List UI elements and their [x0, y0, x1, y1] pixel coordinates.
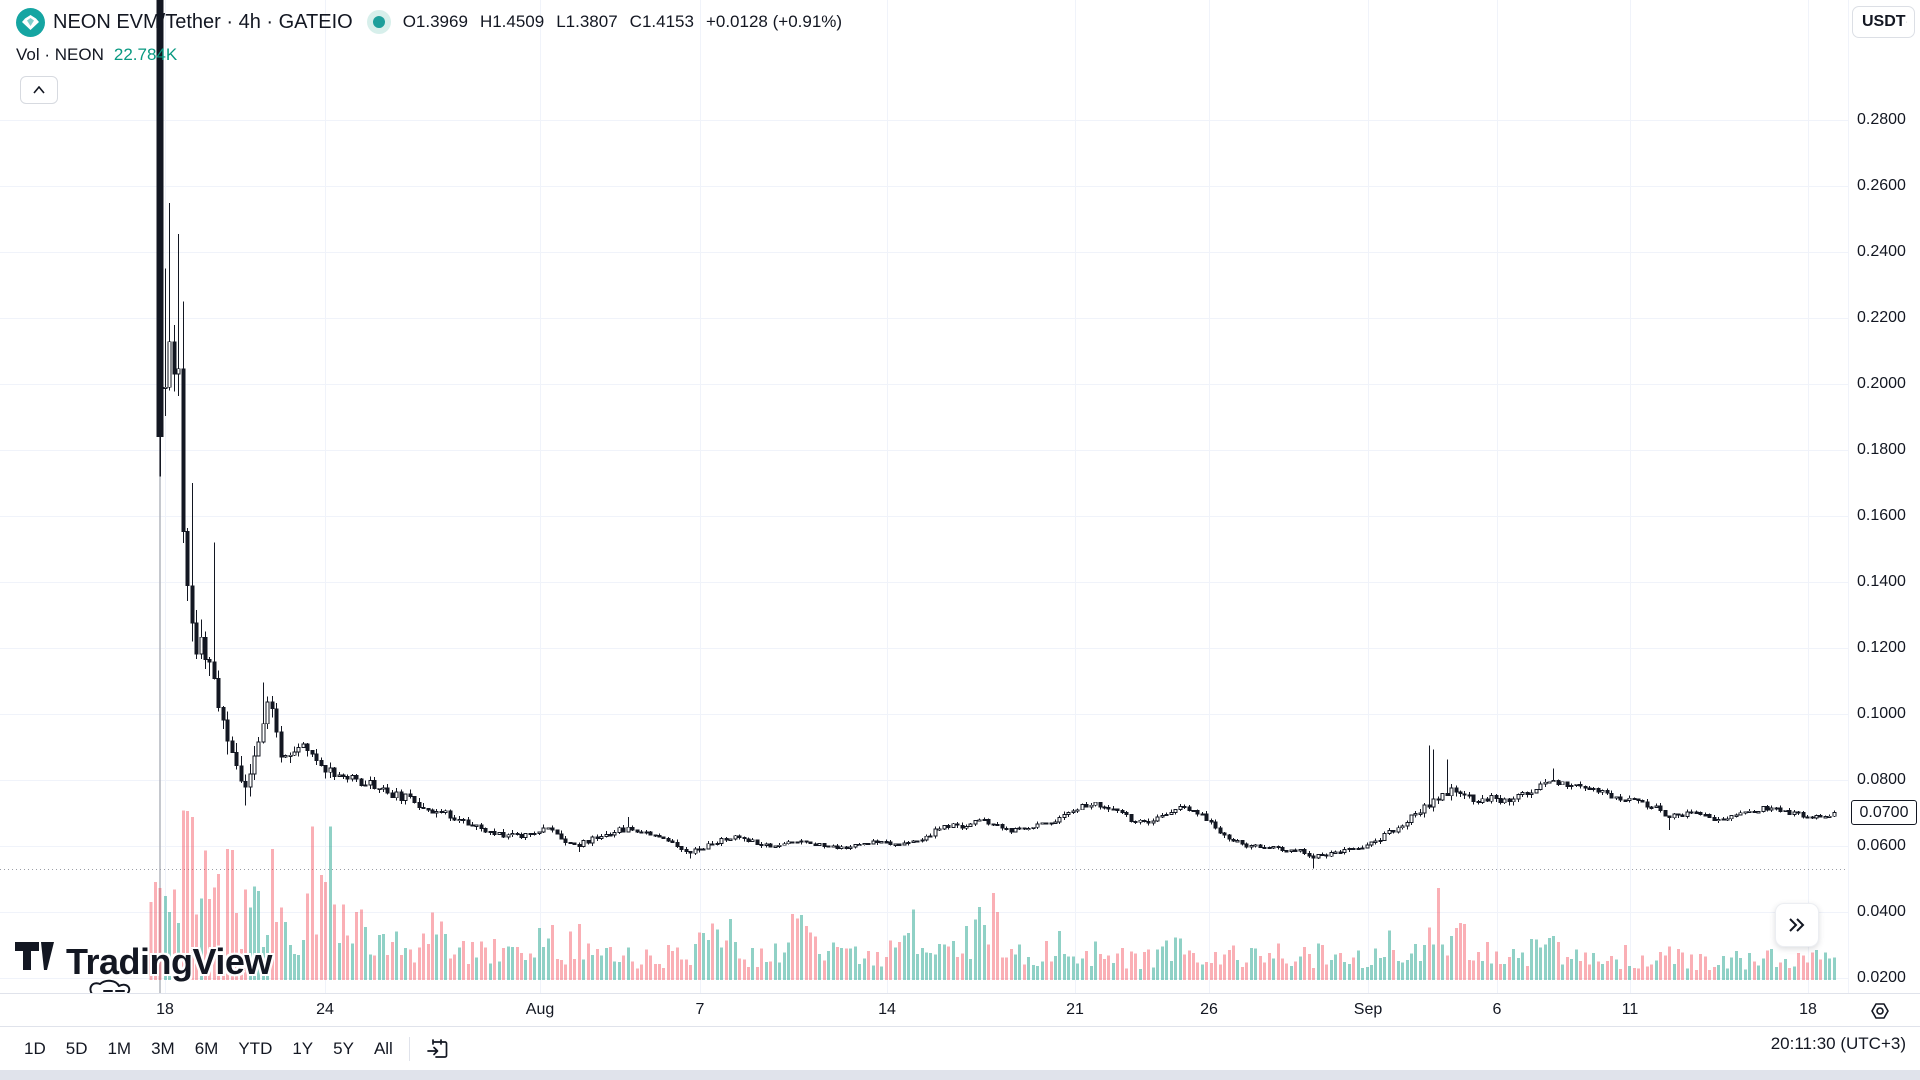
chart-legend: NEON EVM/Tether · 4h · GATEIO O1.3969 H1…: [16, 7, 842, 37]
bottom-toolbar: 1D 5D 1M 3M 6M YTD 1Y 5Y All: [0, 1026, 1920, 1071]
time-tick-label: 21: [1066, 1001, 1084, 1018]
price-tick-label: 0.2000: [1857, 375, 1906, 392]
range-button-5y[interactable]: 5Y: [333, 1039, 354, 1058]
time-tick-label: 24: [316, 1001, 334, 1018]
time-axis[interactable]: 18 24 Aug 7 14 21 26 Sep 6 11 18: [0, 993, 1920, 1027]
ohlc-high: H1.4509: [479, 12, 545, 31]
price-tick-label: 0.1000: [1857, 705, 1906, 722]
range-button-1y[interactable]: 1Y: [292, 1039, 314, 1058]
time-tick-label: Sep: [1353, 1001, 1383, 1018]
ohlc-open: O1.3969: [402, 12, 468, 31]
volume-legend: Vol · NEON 22.784K: [16, 44, 177, 66]
range-button-all[interactable]: All: [373, 1039, 393, 1058]
collapse-pane-button[interactable]: [20, 76, 58, 104]
spike-candle: [156, 0, 164, 437]
go-to-date-button[interactable]: [420, 1034, 454, 1064]
price-tick-label: 0.0400: [1857, 903, 1906, 920]
time-tick-label: 18: [1799, 1001, 1817, 1018]
volume-bars: [149, 810, 1836, 980]
range-button-3m[interactable]: 3M: [151, 1039, 175, 1058]
currency-label: USDT: [1862, 13, 1906, 30]
range-button-ytd[interactable]: YTD: [238, 1039, 273, 1058]
ohlc-low: L1.3807: [556, 12, 618, 31]
price-axis[interactable]: 0.2800 0.2600 0.2400 0.2200 0.2000 0.1800 0.16…: [1848, 0, 1920, 993]
price-tick-label: 0.1400: [1857, 573, 1906, 590]
double-chevron-right-icon: [1789, 918, 1805, 932]
range-button-6m[interactable]: 6M: [194, 1039, 219, 1058]
scroll-to-realtime-button[interactable]: [1775, 903, 1819, 947]
price-tick-label: 0.1200: [1857, 639, 1906, 656]
price-tick-label: 0.2200: [1857, 309, 1906, 326]
calendar-icon: [426, 1039, 448, 1058]
price-tick-label: 0.2800: [1857, 111, 1906, 128]
toolbar-divider: [408, 1037, 410, 1061]
tradingview-logo-icon: [14, 941, 56, 971]
time-tick-label: 18: [156, 1001, 174, 1018]
neon-symbol-icon: [16, 7, 45, 37]
price-tick-label: 0.2600: [1857, 177, 1906, 194]
range-button-1m[interactable]: 1M: [107, 1039, 132, 1058]
range-button-1d[interactable]: 1D: [24, 1039, 46, 1058]
series-marker-icon: [366, 10, 391, 34]
chevron-down-icon: [1905, 21, 1907, 23]
currency-dropdown-button[interactable]: USDT: [1852, 6, 1915, 38]
timezone-settings-icon[interactable]: [1866, 997, 1894, 1025]
clock-timezone-button[interactable]: 20:11:30 (UTC+3): [1770, 1034, 1906, 1053]
chevron-up-icon: [33, 86, 45, 94]
tradingview-logo-text: TradingView: [66, 941, 272, 982]
grid-lines: [0, 0, 1848, 993]
range-button-5d[interactable]: 5D: [65, 1039, 88, 1058]
ohlc-values: O1.3969 H1.4509 L1.3807 C1.4153 +0.0128 …: [403, 12, 842, 32]
current-price-label: 0.0700: [1851, 800, 1917, 825]
tradingview-logo[interactable]: TradingView: [14, 941, 272, 983]
symbol-title[interactable]: NEON EVM/Tether · 4h · GATEIO: [53, 10, 353, 33]
price-tick-label: 0.0200: [1857, 969, 1906, 986]
price-tick-label: 0.1600: [1857, 507, 1906, 524]
time-tick-label: 7: [695, 1001, 705, 1018]
price-tick-label: 0.0600: [1857, 837, 1906, 854]
time-tick-label: Aug: [525, 1001, 555, 1018]
ohlc-change: +0.0128 (+0.91%): [705, 12, 843, 31]
candlestick-chart[interactable]: [0, 0, 1848, 993]
date-range-buttons: 1D 5D 1M 3M 6M YTD 1Y 5Y All: [14, 1035, 403, 1063]
horizontal-scrollbar[interactable]: [0, 1070, 1920, 1080]
volume-value: 22.784K: [113, 45, 178, 64]
volume-label[interactable]: Vol · NEON: [16, 45, 104, 64]
ohlc-close: C1.4153: [629, 12, 694, 31]
time-tick-label: 11: [1621, 1001, 1639, 1018]
time-tick-label: 6: [1492, 1001, 1502, 1018]
candles: [156, 0, 1837, 869]
time-tick-label: 14: [878, 1001, 896, 1018]
price-tick-label: 0.1800: [1857, 441, 1906, 458]
time-tick-label: 26: [1200, 1001, 1218, 1018]
price-tick-label: 0.0800: [1857, 771, 1906, 788]
price-tick-label: 0.2400: [1857, 243, 1906, 260]
